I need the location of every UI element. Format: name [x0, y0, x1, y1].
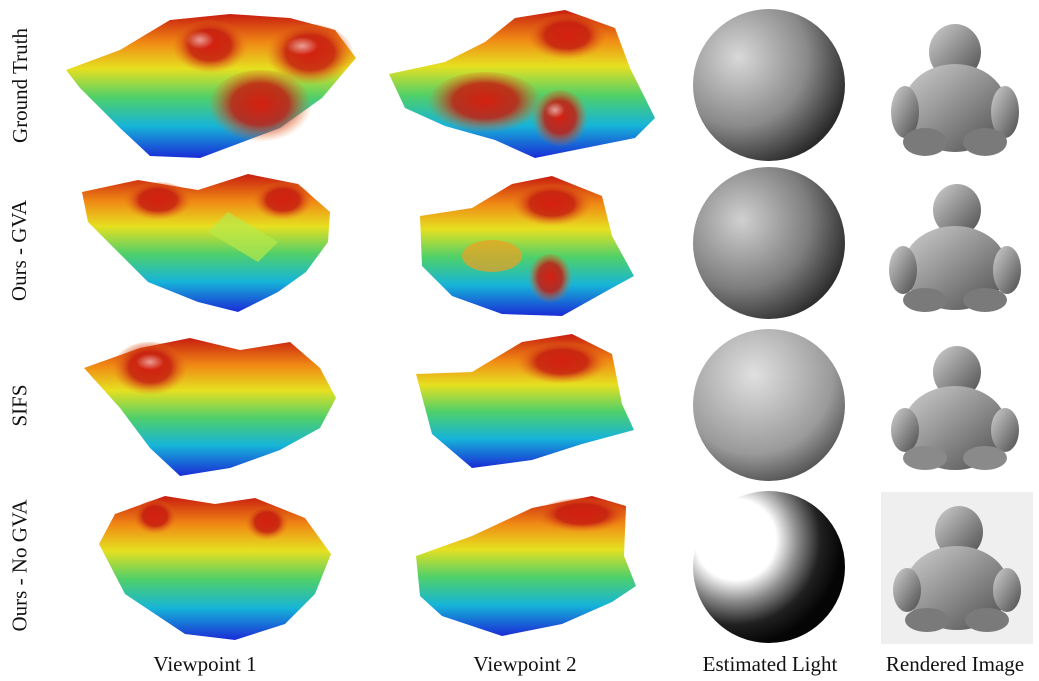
depth-map-ground-truth-viewpoint-1 — [60, 8, 360, 160]
estimated-light-sphere-ours-no-gva — [692, 490, 846, 644]
depth-map-ours-no-gva-viewpoint-2 — [412, 496, 642, 640]
column-label-rendered-image: Rendered Image — [885, 652, 1025, 676]
depth-map-ours-no-gva-viewpoint-1 — [95, 494, 335, 644]
depth-map-sifs-viewpoint-1 — [80, 338, 342, 478]
depth-map-ours-gva-viewpoint-1 — [78, 172, 338, 322]
rendered-image-sifs — [885, 338, 1025, 473]
depth-map-ours-gva-viewpoint-2 — [412, 176, 640, 321]
estimated-light-sphere-ground-truth — [692, 8, 846, 162]
estimated-light-sphere-sifs — [692, 328, 846, 482]
rendered-image-ours-no-gva — [881, 492, 1033, 644]
row-label-sifs: SIFS — [7, 383, 32, 427]
depth-map-sifs-viewpoint-2 — [412, 334, 642, 474]
depth-map-ground-truth-viewpoint-2 — [385, 8, 665, 160]
row-label-ground-truth: Ground Truth — [7, 27, 32, 143]
rendered-image-ground-truth — [885, 12, 1025, 157]
column-label-viewpoint-1: Viewpoint 1 — [153, 652, 257, 676]
column-label-viewpoint-2: Viewpoint 2 — [473, 652, 577, 676]
row-label-ours-gva: Ours - GVA — [7, 199, 32, 301]
column-label-estimated-light: Estimated Light — [702, 652, 838, 676]
estimated-light-sphere-ours-gva — [692, 166, 846, 320]
rendered-image-ours-gva — [885, 174, 1025, 314]
row-label-ours-no-gva: Ours - No GVA — [7, 498, 32, 632]
